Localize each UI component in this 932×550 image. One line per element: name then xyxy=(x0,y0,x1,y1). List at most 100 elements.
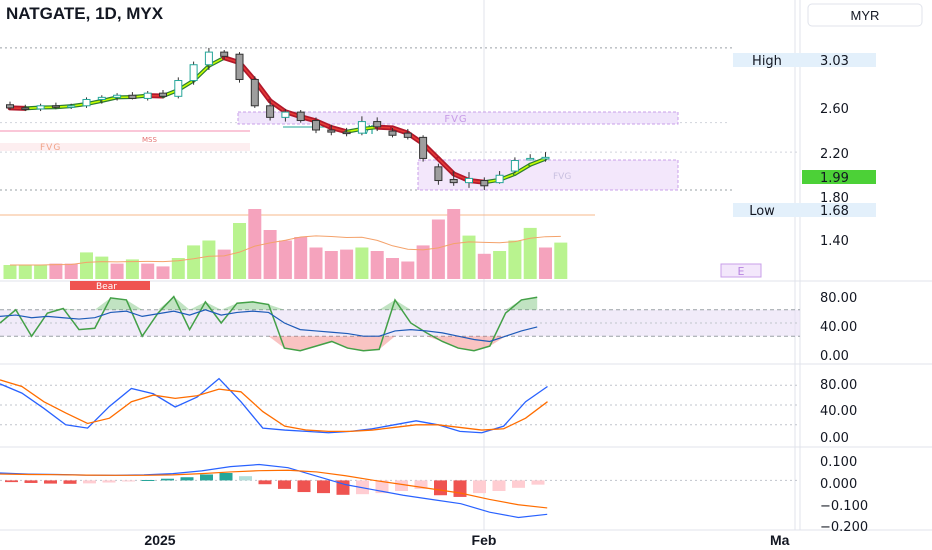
macd-histogram-bar xyxy=(414,480,428,489)
candle-body[interactable] xyxy=(495,174,504,184)
candle-body[interactable] xyxy=(174,80,183,97)
ma-ribbon-inner xyxy=(330,126,348,133)
candle-body[interactable] xyxy=(327,129,336,133)
e-marker-box[interactable] xyxy=(720,263,762,278)
macd-tick-0100: 0.100 xyxy=(820,455,857,470)
candle-body[interactable] xyxy=(97,96,106,100)
volume-bars: E xyxy=(3,209,762,279)
volume-bar xyxy=(523,227,537,279)
bear-tag xyxy=(70,281,150,290)
high-tag xyxy=(733,53,800,67)
candle-body[interactable] xyxy=(388,130,397,136)
candle-body[interactable] xyxy=(220,51,229,57)
candle-body[interactable] xyxy=(296,111,305,122)
volume-bar xyxy=(324,251,338,279)
candle-body[interactable] xyxy=(159,92,167,97)
macd-histogram-bar xyxy=(180,477,194,481)
candle-body[interactable] xyxy=(235,53,244,80)
rsi-tick-40: 40.00 xyxy=(820,320,857,335)
symbol-title: NATGATE, 1D, MYX xyxy=(6,4,164,23)
volume-bar xyxy=(233,223,246,279)
macd-histogram-bar xyxy=(278,480,291,489)
candle-body[interactable] xyxy=(510,160,519,172)
volume-bar xyxy=(202,240,216,279)
candle-body[interactable] xyxy=(342,131,351,135)
candle-body[interactable] xyxy=(51,105,60,108)
candle-body[interactable] xyxy=(403,132,412,138)
candle-body[interactable] xyxy=(419,136,428,159)
candle-body[interactable] xyxy=(204,51,213,66)
candle-body[interactable] xyxy=(21,107,30,110)
price-tick-4: 1.40 xyxy=(820,234,849,249)
volume-bar xyxy=(493,251,507,279)
time-axis[interactable]: 2025 Feb Ma xyxy=(144,532,789,548)
price-axis[interactable]: High 3.03 2.60 2.20 1.99 1.80 Low 1.68 1… xyxy=(733,53,876,249)
high-value: 3.03 xyxy=(820,54,849,69)
macd-histogram-bar xyxy=(219,473,233,481)
macd-signal-line xyxy=(0,469,548,509)
rsi-ma-line xyxy=(0,309,538,343)
candle-body[interactable] xyxy=(82,98,91,107)
price-panel: FVGFVGMSSFVGVI xyxy=(0,47,800,216)
macd-histogram-bar xyxy=(512,480,525,488)
stoch-k-line xyxy=(0,377,548,434)
macd-tick-neg0100: −0.100 xyxy=(820,499,868,514)
last-price-value: 1.99 xyxy=(820,171,849,186)
rsi-tick-80: 80.00 xyxy=(820,291,857,306)
candle-body[interactable] xyxy=(526,157,535,161)
candle-body[interactable] xyxy=(373,121,382,128)
candle-body[interactable] xyxy=(113,94,122,98)
bear-label: Bear xyxy=(96,282,117,292)
candle-body[interactable] xyxy=(266,105,275,118)
ma-ribbon-inner xyxy=(269,100,287,113)
candle-body[interactable] xyxy=(312,120,320,131)
last-price-tag xyxy=(802,170,876,184)
macd-histogram-bar xyxy=(102,480,116,483)
volume-bar xyxy=(340,249,354,279)
macd-histogram-bar xyxy=(492,480,506,491)
rsi-oversold-fill xyxy=(0,336,538,351)
macd-histogram-bar xyxy=(122,480,135,482)
currency-button[interactable] xyxy=(807,3,923,27)
candle-body[interactable] xyxy=(36,105,45,110)
macd-histogram-bar xyxy=(258,480,272,485)
time-label-feb: Feb xyxy=(472,532,497,548)
candle-body[interactable] xyxy=(465,177,473,184)
volume-bar xyxy=(416,245,430,279)
stoch-axis[interactable]: 80.00 40.00 0.00 xyxy=(820,378,857,446)
volume-bar xyxy=(34,265,48,279)
rsi-panel: Bear xyxy=(0,281,800,352)
candle-body[interactable] xyxy=(189,64,198,82)
candle-body[interactable] xyxy=(250,78,259,107)
macd-histogram-bar xyxy=(161,478,174,481)
fvg-label-top: FVG xyxy=(444,114,467,125)
ma-ribbon-inner xyxy=(437,157,455,175)
low-value: 1.68 xyxy=(820,204,849,219)
macd-histogram-bar xyxy=(395,480,408,491)
candle-body[interactable] xyxy=(480,180,489,187)
candle-body[interactable] xyxy=(449,178,458,184)
candle-body[interactable] xyxy=(128,94,137,99)
volume-bar xyxy=(355,247,369,279)
macd-histogram-bar xyxy=(44,480,57,484)
stochastic-panel xyxy=(0,377,800,434)
candle-body[interactable] xyxy=(541,156,550,160)
candle-body[interactable] xyxy=(281,111,290,118)
candle-body[interactable] xyxy=(67,105,76,108)
candle-body[interactable] xyxy=(143,92,152,99)
volume-bar xyxy=(431,219,445,279)
rsi-line xyxy=(0,295,538,352)
rsi-axis[interactable]: 80.00 40.00 0.00 xyxy=(820,291,857,364)
time-label-2025: 2025 xyxy=(144,532,175,548)
volume-bar xyxy=(248,209,262,279)
price-tick-1: 2.60 xyxy=(820,102,849,117)
price-tick-3: 1.80 xyxy=(820,191,849,206)
candle-body[interactable] xyxy=(357,121,366,134)
macd-histogram-bar xyxy=(63,480,77,484)
candle-body[interactable] xyxy=(434,166,443,182)
volume-bar xyxy=(95,256,109,279)
candle-body[interactable] xyxy=(6,104,14,109)
volume-bar xyxy=(309,247,323,279)
macd-axis[interactable]: 0.100 0.000 −0.100 −0.200 xyxy=(820,455,868,535)
